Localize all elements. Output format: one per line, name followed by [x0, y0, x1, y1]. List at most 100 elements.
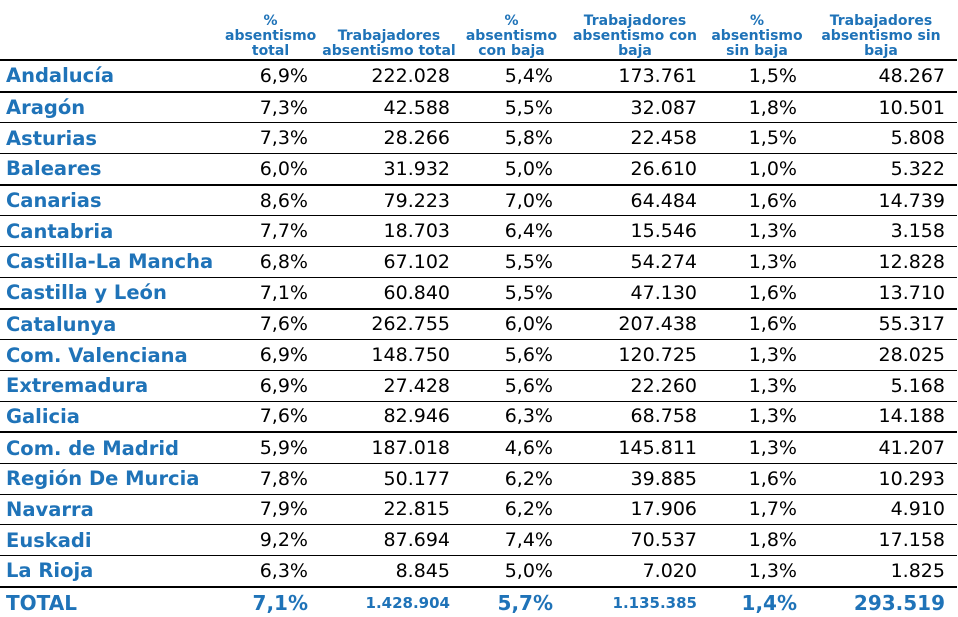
workers-with-leave-cell: 17.906	[565, 494, 709, 526]
region-cell: Euskadi	[0, 524, 225, 556]
pct-total-cell: 7,3%	[225, 122, 320, 155]
header-pct-total: % absentismo total	[225, 0, 320, 61]
table-row: Baleares 6,0% 31.932 5,0% 26.610 1,0% 5.322	[0, 153, 957, 186]
pct-with-leave-cell: 5,5%	[462, 277, 565, 310]
pct-with-leave-cell: 5,4%	[462, 60, 565, 93]
table-row: Euskadi 9,2% 87.694 7,4% 70.537 1,8% 17.158	[0, 524, 957, 556]
region-cell: Navarra	[0, 494, 225, 526]
workers-without-leave-cell: 5.322	[809, 153, 957, 186]
pct-with-leave-cell: 6,2%	[462, 494, 565, 526]
table-row: Asturias 7,3% 28.266 5,8% 22.458 1,5% 5.808	[0, 122, 957, 155]
pct-total-cell: 6,9%	[225, 370, 320, 402]
workers-without-leave-cell: 5.168	[809, 370, 957, 402]
workers-with-leave-cell: 64.484	[565, 184, 709, 217]
workers-without-leave-cell: 28.025	[809, 339, 957, 371]
region-cell: Cantabria	[0, 215, 225, 248]
region-cell: Baleares	[0, 153, 225, 186]
pct-without-leave-cell: 1,3%	[709, 215, 809, 248]
workers-with-leave-cell: 22.458	[565, 122, 709, 155]
pct-total-cell: 6,8%	[225, 246, 320, 278]
workers-without-leave-cell: 48.267	[809, 60, 957, 93]
workers-with-leave-cell: 32.087	[565, 91, 709, 124]
workers-without-leave-cell: 13.710	[809, 277, 957, 310]
pct-with-leave-cell: 7,0%	[462, 184, 565, 217]
pct-without-leave-cell: 1,6%	[709, 184, 809, 217]
header-workers-total: Trabajadores absentismo total	[320, 0, 462, 61]
table-row: Castilla-La Mancha 6,8% 67.102 5,5% 54.274 1,…	[0, 246, 957, 278]
workers-without-leave-cell: 5.808	[809, 122, 957, 155]
total-region-cell: TOTAL	[6, 590, 77, 615]
total-pct-with-leave-cell: 5,7%	[497, 590, 553, 615]
region-cell: Galicia	[0, 401, 225, 434]
pct-with-leave-cell: 5,0%	[462, 555, 565, 588]
workers-with-leave-cell: 68.758	[565, 401, 709, 434]
workers-with-leave-cell: 173.761	[565, 60, 709, 93]
pct-with-leave-cell: 6,0%	[462, 308, 565, 341]
pct-total-cell: 7,1%	[225, 277, 320, 310]
table-row: Castilla y León 7,1% 60.840 5,5% 47.130 1,6% 1…	[0, 277, 957, 310]
pct-without-leave-cell: 1,6%	[709, 463, 809, 495]
workers-with-leave-cell: 207.438	[565, 308, 709, 341]
table-row: Extremadura 6,9% 27.428 5,6% 22.260 1,3% 5.168	[0, 370, 957, 402]
workers-without-leave-cell: 4.910	[809, 494, 957, 526]
workers-total-cell: 82.946	[320, 401, 462, 434]
pct-without-leave-cell: 1,3%	[709, 432, 809, 464]
region-cell: Castilla y León	[0, 277, 225, 310]
table-body: Andalucía 6,9% 222.028 5,4% 173.761 1,5% 48.26…	[0, 60, 957, 617]
pct-with-leave-cell: 5,5%	[462, 91, 565, 124]
table-row: Galicia 7,6% 82.946 6,3% 68.758 1,3% 14.188	[0, 401, 957, 434]
table-row: Com. de Madrid 5,9% 187.018 4,6% 145.811 1,3%…	[0, 432, 957, 464]
pct-total-cell: 9,2%	[225, 524, 320, 556]
header-pct-without-leave: % absentismo sin baja	[709, 0, 809, 61]
pct-total-cell: 5,9%	[225, 432, 320, 464]
pct-without-leave-cell: 1,6%	[709, 308, 809, 341]
header-pct-with-leave: % absentismo con baja	[462, 0, 565, 61]
workers-without-leave-cell: 3.158	[809, 215, 957, 248]
pct-total-cell: 7,8%	[225, 463, 320, 495]
pct-without-leave-cell: 1,3%	[709, 246, 809, 278]
workers-with-leave-cell: 22.260	[565, 370, 709, 402]
region-cell: La Rioja	[0, 555, 225, 588]
table-row: La Rioja 6,3% 8.845 5,0% 7.020 1,3% 1.825	[0, 555, 957, 588]
total-pct-without-leave-cell: 1,4%	[741, 590, 797, 615]
workers-without-leave-cell: 10.501	[809, 91, 957, 124]
table-row: Canarias 8,6% 79.223 7,0% 64.484 1,6% 14.739	[0, 184, 957, 217]
header-workers-with-leave: Trabajadores absentismo con baja	[565, 0, 709, 61]
pct-without-leave-cell: 1,3%	[709, 339, 809, 371]
workers-with-leave-cell: 15.546	[565, 215, 709, 248]
pct-without-leave-cell: 1,3%	[709, 555, 809, 588]
pct-total-cell: 8,6%	[225, 184, 320, 217]
workers-total-cell: 222.028	[320, 60, 462, 93]
workers-with-leave-cell: 26.610	[565, 153, 709, 186]
pct-with-leave-cell: 6,3%	[462, 401, 565, 434]
header-region	[0, 0, 225, 61]
workers-total-cell: 87.694	[320, 524, 462, 556]
workers-without-leave-cell: 17.158	[809, 524, 957, 556]
region-cell: Región De Murcia	[0, 463, 225, 495]
pct-total-cell: 7,3%	[225, 91, 320, 124]
workers-total-cell: 79.223	[320, 184, 462, 217]
workers-without-leave-cell: 55.317	[809, 308, 957, 341]
workers-with-leave-cell: 145.811	[565, 432, 709, 464]
workers-with-leave-cell: 70.537	[565, 524, 709, 556]
pct-without-leave-cell: 1,5%	[709, 122, 809, 155]
workers-without-leave-cell: 14.739	[809, 184, 957, 217]
workers-total-cell: 28.266	[320, 122, 462, 155]
pct-with-leave-cell: 4,6%	[462, 432, 565, 464]
region-cell: Castilla-La Mancha	[0, 246, 225, 278]
pct-with-leave-cell: 5,5%	[462, 246, 565, 278]
pct-without-leave-cell: 1,6%	[709, 277, 809, 310]
pct-with-leave-cell: 5,6%	[462, 339, 565, 371]
workers-with-leave-cell: 39.885	[565, 463, 709, 495]
workers-total-cell: 148.750	[320, 339, 462, 371]
workers-total-cell: 42.588	[320, 91, 462, 124]
workers-total-cell: 262.755	[320, 308, 462, 341]
pct-total-cell: 7,9%	[225, 494, 320, 526]
header-workers-without-leave: Trabajadores absentismo sin baja	[809, 0, 957, 61]
pct-total-cell: 6,9%	[225, 339, 320, 371]
pct-with-leave-cell: 6,4%	[462, 215, 565, 248]
region-cell: Asturias	[0, 122, 225, 155]
workers-total-cell: 31.932	[320, 153, 462, 186]
table-row: Aragón 7,3% 42.588 5,5% 32.087 1,8% 10.501	[0, 91, 957, 124]
